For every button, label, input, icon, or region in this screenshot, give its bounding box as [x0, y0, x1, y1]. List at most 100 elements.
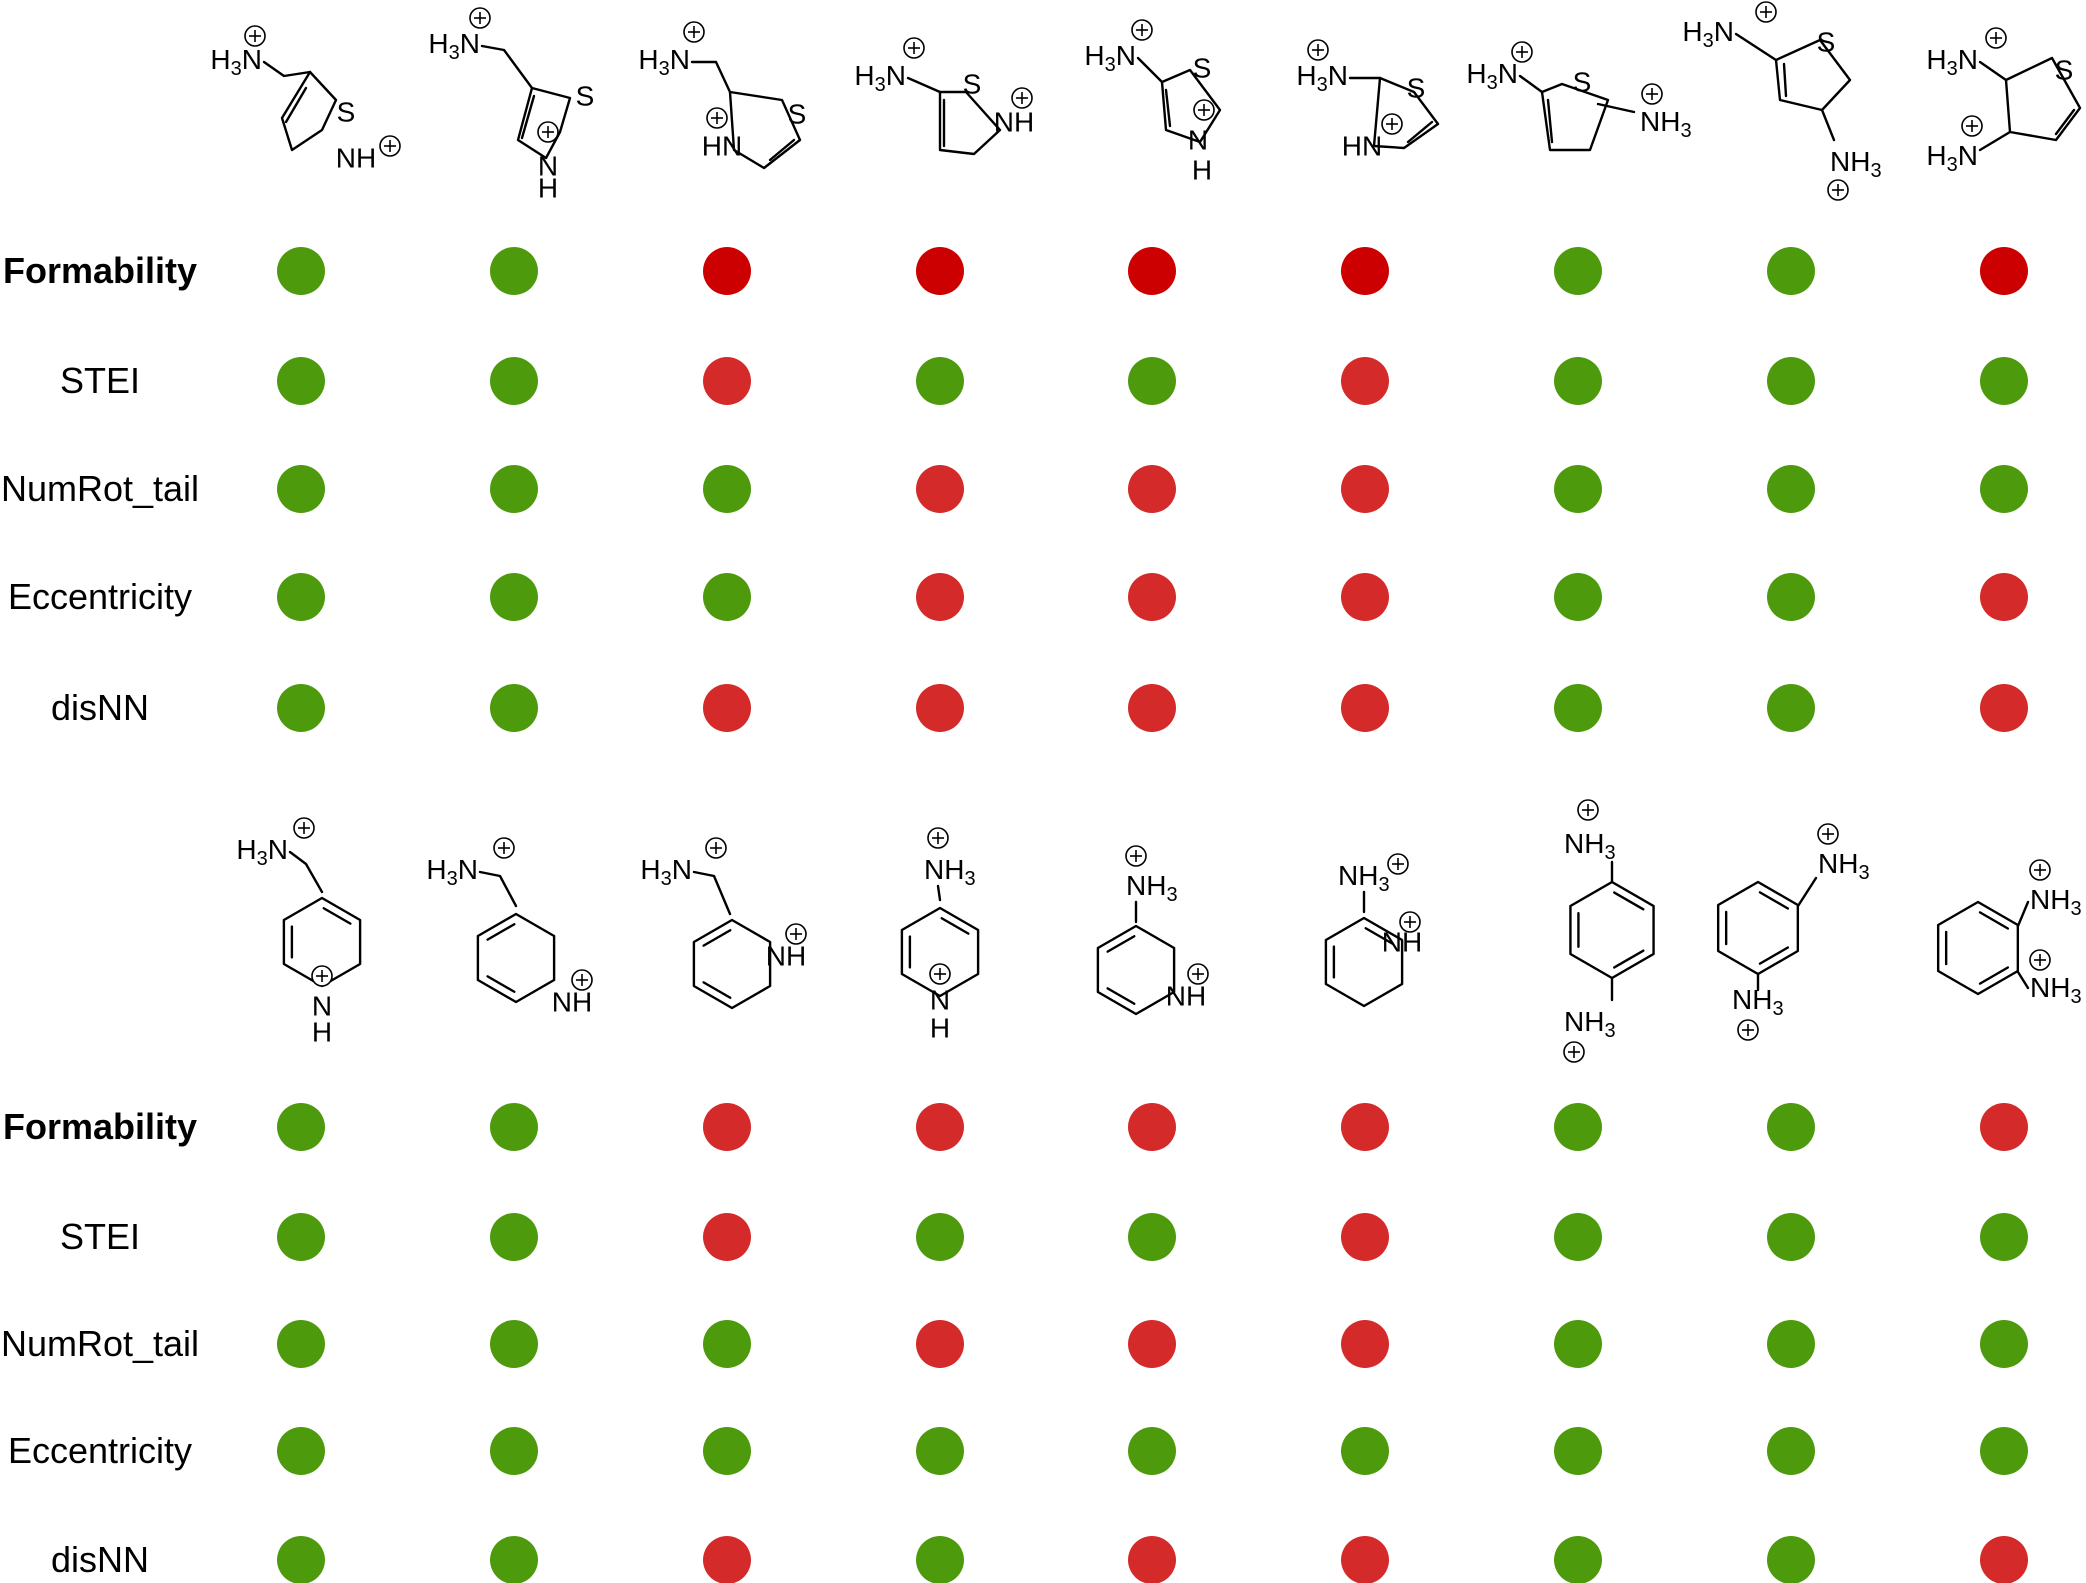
pass-dot-p1-r4-c3: [703, 573, 751, 621]
svg-text:S: S: [963, 68, 982, 99]
fail-dot-p2-r1-c6: [1341, 1103, 1389, 1151]
svg-text:H3N: H3N: [236, 834, 288, 870]
pass-dot-p2-r1-c1: [277, 1103, 325, 1151]
svg-text:HN: HN: [1342, 130, 1382, 161]
molecule-2-5: NH3 NH: [1096, 845, 1209, 1016]
fail-dot-p1-r3-c6: [1341, 465, 1389, 513]
molecule-1-9: H3N S H3N: [1926, 27, 2082, 176]
pass-dot-p1-r1-c1: [277, 247, 325, 295]
svg-text:S: S: [1407, 72, 1426, 103]
pass-dot-p1-r2-c7: [1554, 357, 1602, 405]
molecule-1-7: H3N S NH3: [1466, 41, 1692, 152]
pass-dot-p2-r4-c8: [1767, 1427, 1815, 1475]
pass-dot-p1-r5-c8: [1767, 684, 1815, 732]
pass-dot-p1-r3-c9: [1980, 465, 2028, 513]
fail-dot-p2-r5-c6: [1341, 1536, 1389, 1583]
pass-dot-p2-r1-c7: [1554, 1103, 1602, 1151]
fail-dot-p1-r4-c4: [916, 573, 964, 621]
svg-text:S: S: [576, 80, 595, 111]
svg-text:NH3: NH3: [1830, 146, 1882, 182]
svg-text:N: N: [312, 990, 332, 1021]
fail-dot-p1-r4-c9: [1980, 573, 2028, 621]
pass-dot-p2-r5-c2: [490, 1536, 538, 1583]
pass-dot-p2-r2-c8: [1767, 1213, 1815, 1261]
fail-dot-p1-r1-c5: [1128, 247, 1176, 295]
pass-dot-p2-r1-c2: [490, 1103, 538, 1151]
pass-dot-p2-r2-c4: [916, 1213, 964, 1261]
pass-dot-p1-r4-c2: [490, 573, 538, 621]
pass-dot-p1-r5-c7: [1554, 684, 1602, 732]
pass-dot-p1-r4-c7: [1554, 573, 1602, 621]
pass-dot-p2-r3-c9: [1980, 1320, 2028, 1368]
pass-dot-p1-r5-c1: [277, 684, 325, 732]
pass-dot-p1-r3-c2: [490, 465, 538, 513]
fail-dot-p2-r1-c3: [703, 1103, 751, 1151]
svg-text:H3N: H3N: [1466, 58, 1518, 94]
pass-dot-p1-r4-c8: [1767, 573, 1815, 621]
svg-text:S: S: [337, 96, 356, 127]
pass-dot-p2-r5-c1: [277, 1536, 325, 1583]
pass-dot-p1-r2-c5: [1128, 357, 1176, 405]
svg-text:N: N: [930, 984, 950, 1015]
fail-dot-p1-r1-c6: [1341, 247, 1389, 295]
pass-dot-p2-r1-c8: [1767, 1103, 1815, 1151]
pass-dot-p2-r3-c3: [703, 1320, 751, 1368]
fail-dot-p1-r5-c5: [1128, 684, 1176, 732]
svg-text:NH: NH: [336, 142, 376, 173]
row-label-eccentricity: Eccentricity: [8, 576, 192, 617]
molecule-1-5: H3N S NH: [1084, 19, 1222, 185]
pass-dot-p2-r4-c6: [1341, 1427, 1389, 1475]
pass-dot-p2-r3-c2: [490, 1320, 538, 1368]
svg-text:S: S: [1573, 66, 1592, 97]
svg-text:H3N: H3N: [1926, 140, 1978, 176]
svg-text:NH3: NH3: [1732, 984, 1784, 1020]
fail-dot-p1-r5-c3: [703, 684, 751, 732]
svg-text:H: H: [538, 172, 558, 203]
pass-dot-p2-r2-c2: [490, 1213, 538, 1261]
pass-dot-p2-r4-c9: [1980, 1427, 2028, 1475]
pass-dot-p1-r3-c8: [1767, 465, 1815, 513]
fail-dot-p1-r5-c9: [1980, 684, 2028, 732]
svg-text:NH: NH: [552, 986, 592, 1017]
molecule-2-7: NH3 NH3: [1563, 799, 1655, 1063]
pass-dot-p2-r4-c5: [1128, 1427, 1176, 1475]
svg-text:H3N: H3N: [640, 854, 692, 890]
fail-dot-p2-r5-c5: [1128, 1536, 1176, 1583]
svg-text:NH3: NH3: [1564, 828, 1616, 864]
pass-dot-p2-r2-c7: [1554, 1213, 1602, 1261]
svg-text:HN: HN: [702, 130, 742, 161]
row-label-stei: STEI: [60, 360, 140, 401]
molecule-1-4: H3N S NH: [854, 37, 1034, 156]
svg-text:N: N: [538, 150, 558, 181]
row-label-numrot-tail: NumRot_tail: [1, 1323, 199, 1364]
fail-dot-p1-r1-c3: [703, 247, 751, 295]
pass-dot-p1-r2-c9: [1980, 357, 2028, 405]
svg-text:H: H: [930, 1012, 950, 1043]
svg-text:NH3: NH3: [1564, 1006, 1616, 1042]
molecule-1-1: H3N S NH: [210, 25, 401, 173]
svg-text:S: S: [2055, 54, 2074, 85]
row-label-formability: Formability: [3, 250, 197, 291]
svg-text:NH: NH: [1166, 980, 1206, 1011]
fail-dot-p1-r2-c6: [1341, 357, 1389, 405]
svg-text:S: S: [788, 98, 807, 129]
svg-text:H3N: H3N: [1084, 40, 1136, 76]
svg-text:NH3: NH3: [2030, 972, 2082, 1008]
svg-text:NH3: NH3: [1640, 106, 1692, 142]
molecule-2-4: NH3 NH: [900, 827, 980, 1043]
row-label-numrot-tail: NumRot_tail: [1, 468, 199, 509]
pass-dot-p1-r5-c2: [490, 684, 538, 732]
fail-dot-p2-r1-c9: [1980, 1103, 2028, 1151]
svg-text:H3N: H3N: [1296, 60, 1348, 96]
pass-dot-p2-r4-c3: [703, 1427, 751, 1475]
pass-dot-p2-r2-c5: [1128, 1213, 1176, 1261]
fail-dot-p1-r3-c4: [916, 465, 964, 513]
molecule-1-3: H3N S HN: [638, 21, 807, 170]
svg-text:H: H: [1192, 154, 1212, 185]
row-label-disnn: disNN: [51, 1539, 149, 1580]
svg-text:H3N: H3N: [426, 854, 478, 890]
pass-dot-p2-r4-c2: [490, 1427, 538, 1475]
fail-dot-p1-r3-c5: [1128, 465, 1176, 513]
molecule-1-2: H3N S NH: [428, 7, 595, 203]
